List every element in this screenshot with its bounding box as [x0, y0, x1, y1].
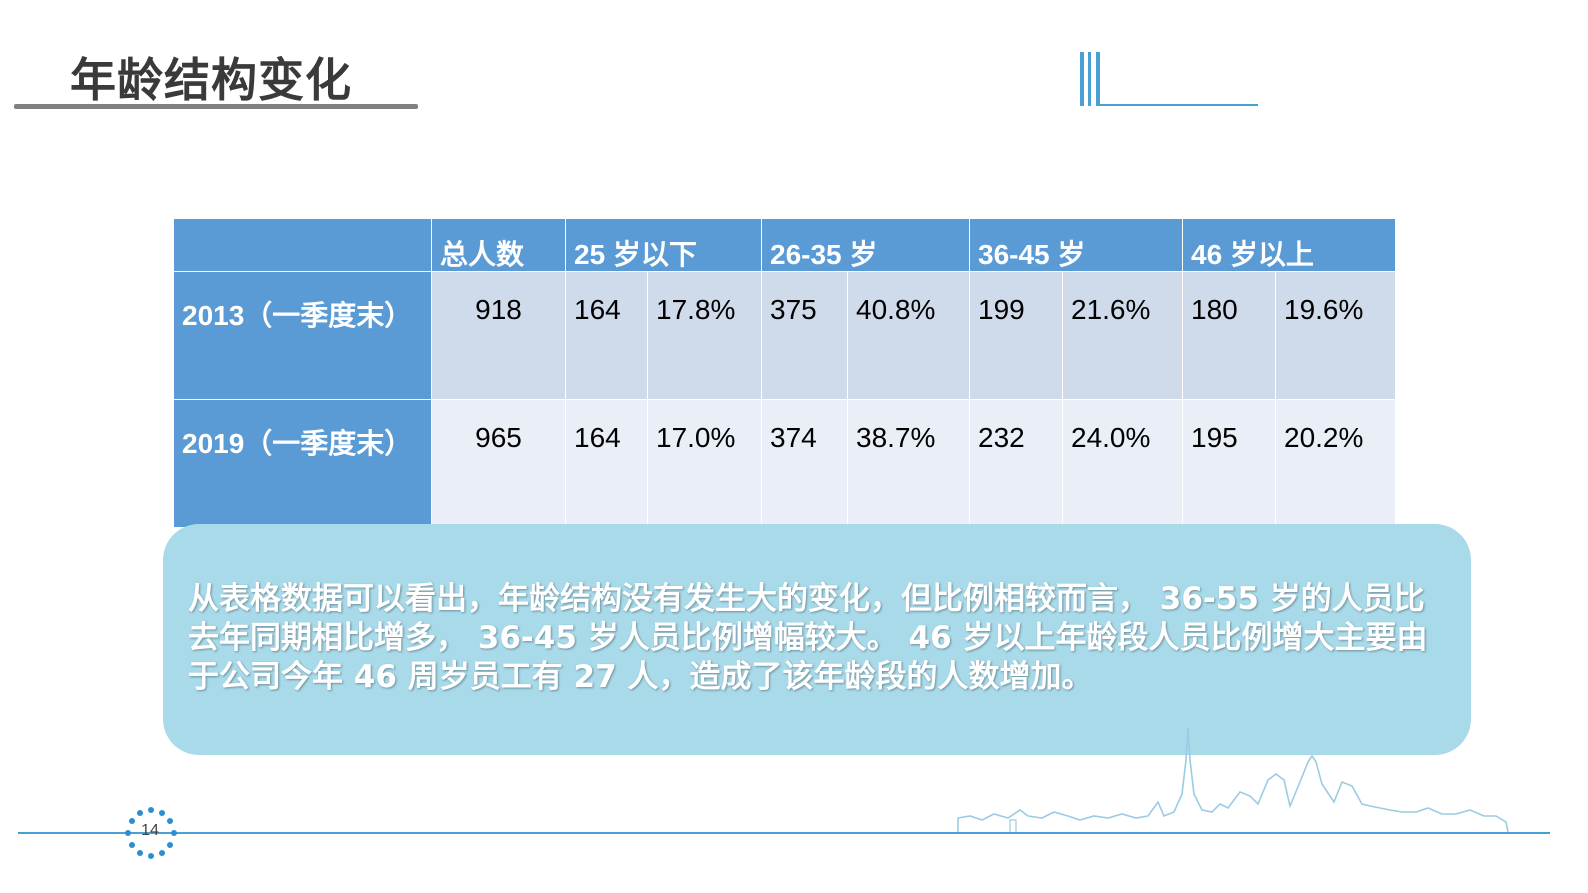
percent-cell: 17.8% — [647, 271, 762, 400]
percent-cell: 38.7% — [847, 399, 970, 528]
summary-text: 从表格数据可以看出，年龄结构没有发生大的变化，但比例相较而言， 36-55 岁的… — [188, 581, 1428, 695]
percent-cell: 24.0% — [1062, 399, 1183, 528]
count-cell: 164 — [565, 271, 648, 400]
count-cell: 164 — [565, 399, 648, 528]
count-cell: 375 — [761, 271, 848, 400]
header-cell-36-45: 36-45 岁 — [969, 218, 1183, 272]
count-cell: 232 — [969, 399, 1063, 528]
corner-bracket-logo — [1080, 52, 1258, 106]
count-cell: 195 — [1182, 399, 1276, 528]
total-cell: 965 — [431, 399, 566, 528]
page-title: 年龄结构变化 — [70, 53, 352, 107]
total-cell: 918 — [431, 271, 566, 400]
percent-cell: 17.0% — [647, 399, 762, 528]
count-cell: 374 — [761, 399, 848, 528]
row-label: 2013（一季度末） — [173, 271, 432, 400]
percent-cell: 21.6% — [1062, 271, 1183, 400]
count-cell: 180 — [1182, 271, 1276, 400]
percent-cell: 20.2% — [1275, 399, 1396, 528]
row-label: 2019（一季度末） — [173, 399, 432, 528]
table-row: 2013（一季度末） 918 164 17.8% 375 40.8% 199 2… — [173, 271, 1396, 400]
table-row: 2019（一季度末） 965 164 17.0% 374 38.7% 232 2… — [173, 399, 1396, 528]
header-cell-46-plus: 46 岁以上 — [1182, 218, 1396, 272]
city-skyline-decoration — [957, 727, 1509, 833]
percent-cell: 19.6% — [1275, 271, 1396, 400]
header-cell-empty — [173, 218, 432, 272]
page-number-badge — [125, 807, 177, 859]
title-underline — [14, 104, 418, 109]
page-number: 14 — [141, 822, 159, 839]
age-structure-table: 总人数 25 岁以下 26-35 岁 36-45 岁 46 岁以上 2013（一… — [173, 218, 1396, 528]
header-cell-under-25: 25 岁以下 — [565, 218, 762, 272]
header-cell-26-35: 26-35 岁 — [761, 218, 970, 272]
table-header-row: 总人数 25 岁以下 26-35 岁 36-45 岁 46 岁以上 — [173, 218, 1396, 272]
header-cell-total: 总人数 — [431, 218, 566, 272]
summary-box — [163, 524, 1471, 755]
percent-cell: 40.8% — [847, 271, 970, 400]
count-cell: 199 — [969, 271, 1063, 400]
footer-line — [18, 832, 1550, 834]
